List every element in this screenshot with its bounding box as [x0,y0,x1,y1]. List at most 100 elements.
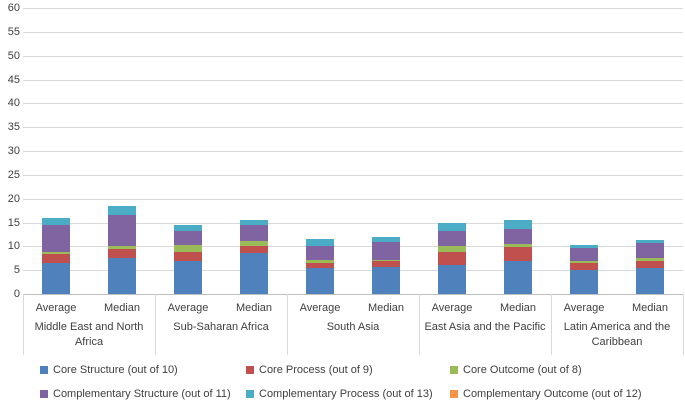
bar-sub-saharan-africa-average-complementary-process-out-of-13- [174,224,202,231]
bar-latin-america-and-the-caribbean-average-complementary-process-out-of-13- [570,244,598,249]
gridline-30 [23,151,683,152]
bar-middle-east-and-north-africa-median-complementary-process-out-of-13- [108,205,136,216]
x-group-label-sub-saharan-africa: Sub-Saharan Africa [173,321,269,333]
bar-east-asia-and-the-pacific-median-complementary-structure-out-of-11- [504,228,532,245]
legend-label: Core Process (out of 9) [259,364,373,376]
category-separator [683,294,684,355]
y-tick-label-15: 15 [7,216,20,229]
bar-east-asia-and-the-pacific-average-core-process-out-of-9- [438,251,466,265]
bar-middle-east-and-north-africa-median-complementary-structure-out-of-11- [108,215,136,246]
bar-east-asia-and-the-pacific-average-complementary-structure-out-of-11- [438,230,466,246]
bar-sub-saharan-africa-average-core-outcome-out-of-8- [174,244,202,253]
gridline-20 [23,198,683,200]
legend-label: Complementary Process (out of 13) [259,388,433,400]
x-group-label-middle-east-and-north-africa: Middle East and North Africa [34,321,144,348]
legend-swatch [246,390,254,398]
bar-east-asia-and-the-pacific-median-core-structure-out-of-10- [504,261,532,294]
bar-sub-saharan-africa-average-complementary-structure-out-of-11- [174,230,202,245]
x-sublabel-average: Average [431,302,473,314]
legend-item-core-structure-out-of-10-: Core Structure (out of 10) [40,364,178,376]
bar-middle-east-and-north-africa-average-complementary-structure-out-of-11- [42,224,70,253]
bar-south-asia-median-core-structure-out-of-10- [372,267,400,294]
bar-latin-america-and-the-caribbean-median-complementary-structure-out-of-11- [636,243,664,259]
bar-east-asia-and-the-pacific-median-complementary-process-out-of-13- [504,220,532,229]
bar-sub-saharan-africa-median-core-process-out-of-9- [240,246,268,253]
gridline-55 [23,31,683,33]
bar-east-asia-and-the-pacific-median-core-outcome-out-of-8- [504,244,532,248]
category-separator [23,294,24,355]
bar-sub-saharan-africa-average-core-structure-out-of-10- [174,260,202,294]
gridline-45 [23,79,683,81]
bar-south-asia-average-core-outcome-out-of-8- [306,260,334,263]
x-group-label-south-asia: South Asia [326,321,380,333]
gridline-25 [23,174,683,176]
y-tick-label-60: 60 [7,2,20,14]
y-tick-label-25: 25 [7,168,20,181]
y-tick-label-10: 10 [7,240,20,253]
x-axis-line [23,294,683,295]
legend-label: Core Outcome (out of 8) [463,364,582,376]
x-sublabel-median: Median [631,302,669,314]
legend-swatch [450,366,458,374]
x-group-label-east-asia-and-the-pacific: East Asia and the Pacific [424,321,546,333]
bar-sub-saharan-africa-median-core-structure-out-of-10- [240,253,268,294]
y-tick-label-45: 45 [7,73,20,86]
bar-latin-america-and-the-caribbean-median-complementary-process-out-of-13- [636,239,664,244]
legend-item-core-process-out-of-9-: Core Process (out of 9) [246,364,373,376]
bar-middle-east-and-north-africa-average-core-outcome-out-of-8- [42,252,70,255]
y-tick-label-30: 30 [7,145,20,157]
bar-middle-east-and-north-africa-average-core-structure-out-of-10- [42,263,70,294]
y-tick-label-20: 20 [7,192,20,205]
bar-south-asia-average-core-process-out-of-9- [306,262,334,269]
bar-middle-east-and-north-africa-median-core-structure-out-of-10- [108,258,136,294]
bar-east-asia-and-the-pacific-average-core-outcome-out-of-8- [438,245,466,252]
bar-latin-america-and-the-caribbean-average-core-structure-out-of-10- [570,270,598,294]
bar-sub-saharan-africa-median-core-outcome-out-of-8- [240,240,268,247]
gridline-50 [23,55,683,57]
gridline-35 [23,127,683,129]
y-tick-label-55: 55 [7,25,20,38]
x-sublabel-median: Median [103,302,141,314]
gridline-60 [23,8,683,9]
bar-middle-east-and-north-africa-median-core-process-out-of-9- [108,248,136,259]
gridline-10 [23,246,683,248]
legend-label: Core Structure (out of 10) [53,364,178,376]
legend-label: Complementary Outcome (out of 12) [463,388,642,400]
x-sublabel-average: Average [167,302,209,314]
y-tick-label-50: 50 [7,49,20,62]
bar-sub-saharan-africa-average-core-process-out-of-9- [174,252,202,261]
x-sublabel-average: Average [299,302,341,314]
bar-latin-america-and-the-caribbean-average-core-outcome-out-of-8- [570,260,598,263]
bar-latin-america-and-the-caribbean-average-core-process-out-of-9- [570,263,598,271]
y-tick-label-35: 35 [7,121,20,134]
bar-middle-east-and-north-africa-average-complementary-process-out-of-13- [42,217,70,225]
y-tick-label-0: 0 [13,288,20,300]
bar-south-asia-median-complementary-structure-out-of-11- [372,241,400,261]
bar-latin-america-and-the-caribbean-median-core-process-out-of-9- [636,260,664,268]
x-sublabel-average: Average [563,302,605,314]
bar-middle-east-and-north-africa-average-core-process-out-of-9- [42,254,70,263]
legend-swatch [40,390,48,398]
y-tick-label-40: 40 [7,97,20,110]
bar-east-asia-and-the-pacific-average-complementary-process-out-of-13- [438,222,466,231]
legend-swatch [450,390,458,398]
bar-sub-saharan-africa-median-complementary-structure-out-of-11- [240,224,268,241]
bar-south-asia-median-core-process-out-of-9- [372,260,400,268]
legend-item-complementary-outcome-out-of-12-: Complementary Outcome (out of 12) [450,388,642,400]
bar-latin-america-and-the-caribbean-median-core-structure-out-of-10- [636,267,664,294]
gridline-40 [23,103,683,105]
x-sublabel-median: Median [367,302,405,314]
bar-latin-america-and-the-caribbean-median-core-outcome-out-of-8- [636,258,664,261]
category-separator [287,294,288,355]
x-group-label-latin-america-and-the-caribbean: Latin America and the Caribbean [563,321,671,348]
bar-east-asia-and-the-pacific-median-core-process-out-of-9- [504,247,532,262]
legend-item-complementary-process-out-of-13-: Complementary Process (out of 13) [246,388,433,400]
bar-middle-east-and-north-africa-median-core-outcome-out-of-8- [108,245,136,249]
category-separator [419,294,420,355]
bar-south-asia-average-core-structure-out-of-10- [306,268,334,294]
bar-south-asia-average-complementary-process-out-of-13- [306,239,334,246]
legend-item-core-outcome-out-of-8-: Core Outcome (out of 8) [450,364,582,376]
bar-sub-saharan-africa-median-complementary-process-out-of-13- [240,220,268,225]
legend-item-complementary-structure-out-of-11-: Complementary Structure (out of 11) [40,388,231,400]
